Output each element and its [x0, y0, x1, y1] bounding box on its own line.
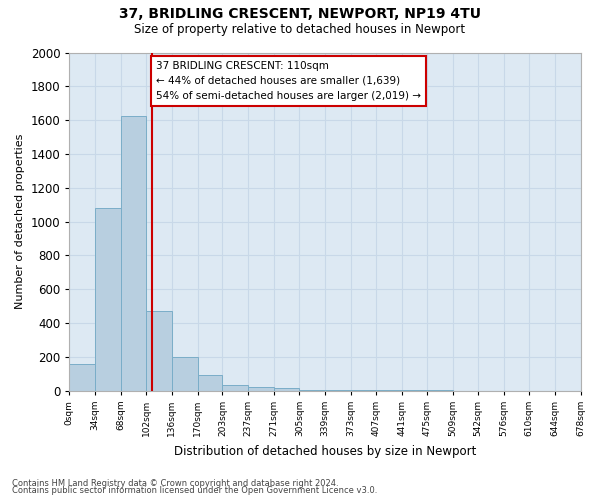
- Bar: [274, 388, 299, 391]
- Text: 37 BRIDLING CRESCENT: 110sqm
← 44% of detached houses are smaller (1,639)
54% of: 37 BRIDLING CRESCENT: 110sqm ← 44% of de…: [156, 61, 421, 100]
- Bar: [299, 390, 325, 391]
- Bar: [172, 357, 197, 391]
- X-axis label: Distribution of detached houses by size in Newport: Distribution of detached houses by size …: [174, 444, 476, 458]
- Text: Contains public sector information licensed under the Open Government Licence v3: Contains public sector information licen…: [12, 486, 377, 495]
- Bar: [121, 116, 146, 391]
- Text: 37, BRIDLING CRESCENT, NEWPORT, NP19 4TU: 37, BRIDLING CRESCENT, NEWPORT, NP19 4TU: [119, 8, 481, 22]
- Bar: [197, 374, 223, 391]
- Bar: [376, 390, 402, 391]
- Text: Size of property relative to detached houses in Newport: Size of property relative to detached ho…: [134, 22, 466, 36]
- Bar: [146, 312, 172, 391]
- Bar: [95, 208, 121, 391]
- Bar: [350, 390, 376, 391]
- Bar: [248, 386, 274, 391]
- Bar: [325, 390, 350, 391]
- Y-axis label: Number of detached properties: Number of detached properties: [15, 134, 25, 310]
- Bar: [223, 385, 248, 391]
- Text: Contains HM Land Registry data © Crown copyright and database right 2024.: Contains HM Land Registry data © Crown c…: [12, 478, 338, 488]
- Bar: [70, 364, 95, 391]
